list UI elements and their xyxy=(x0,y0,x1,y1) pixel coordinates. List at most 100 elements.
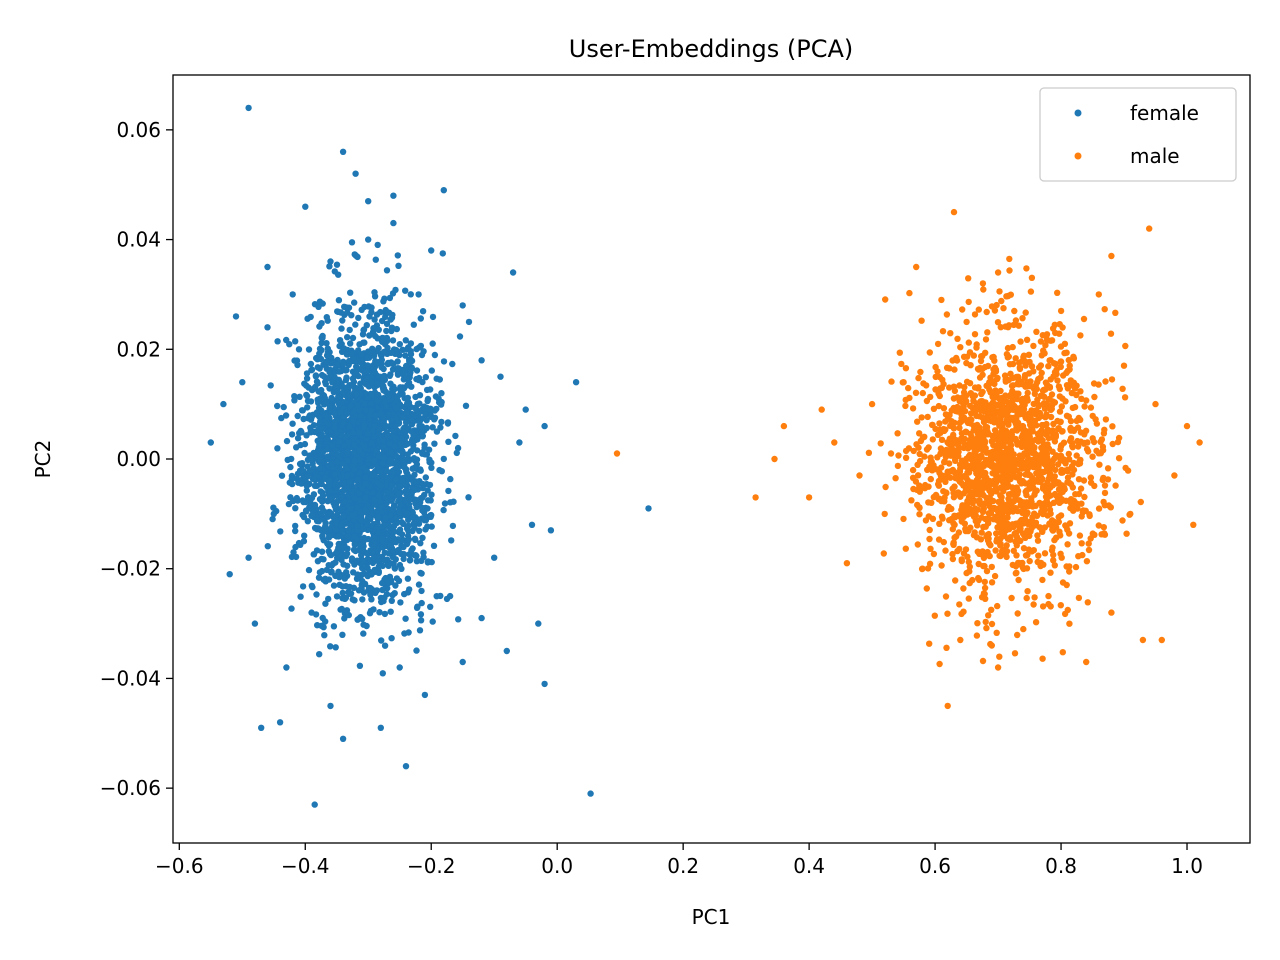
female-point xyxy=(317,355,325,363)
male-point xyxy=(1018,433,1025,441)
female-point xyxy=(324,453,331,460)
male-point xyxy=(978,353,985,360)
male-point xyxy=(1012,456,1019,464)
female-point xyxy=(354,571,361,578)
female-point xyxy=(346,423,353,430)
female-point xyxy=(318,320,325,327)
male-point xyxy=(1075,476,1083,483)
male-point xyxy=(1064,385,1072,392)
male-point xyxy=(1005,353,1012,360)
male-point xyxy=(964,553,971,560)
female-point xyxy=(399,346,406,353)
male-point xyxy=(978,501,985,508)
female-point xyxy=(327,510,335,517)
male-point xyxy=(981,584,989,592)
female-point xyxy=(339,148,347,155)
female-point xyxy=(320,576,327,583)
female-point xyxy=(421,691,429,699)
female-point xyxy=(375,431,383,438)
female-point xyxy=(328,569,335,576)
female-point xyxy=(308,609,315,616)
male-point xyxy=(962,398,969,406)
male-point xyxy=(902,402,909,410)
female-point xyxy=(311,476,318,483)
male-point xyxy=(1022,552,1030,559)
female-point xyxy=(389,337,397,344)
female-point xyxy=(331,424,338,432)
female-point xyxy=(356,412,364,419)
female-point xyxy=(371,566,378,574)
male-point xyxy=(956,424,963,432)
male-point xyxy=(914,541,921,548)
female-point xyxy=(315,399,322,406)
male-point xyxy=(997,542,1004,549)
female-point xyxy=(226,571,233,578)
female-point xyxy=(283,437,291,445)
female-point xyxy=(389,591,396,599)
female-point xyxy=(431,416,438,423)
male-point xyxy=(1067,496,1075,503)
female-point xyxy=(431,440,438,447)
female-point xyxy=(391,443,398,450)
male-point xyxy=(1017,338,1024,345)
female-point xyxy=(348,350,356,357)
male-point xyxy=(988,563,995,571)
male-point xyxy=(989,497,997,505)
male-point xyxy=(1057,602,1065,609)
female-point xyxy=(299,583,307,590)
female-point xyxy=(416,344,423,351)
female-point xyxy=(365,456,372,463)
male-point xyxy=(1027,288,1035,295)
male-point xyxy=(1007,414,1015,422)
female-point xyxy=(341,615,348,622)
male-point xyxy=(805,494,813,501)
male-point xyxy=(972,407,979,415)
female-point xyxy=(444,420,452,427)
female-point xyxy=(319,334,326,341)
female-point xyxy=(369,548,376,556)
female-point xyxy=(333,458,341,466)
female-point xyxy=(373,380,381,387)
female-point xyxy=(415,411,422,418)
male-point xyxy=(1066,456,1073,463)
female-point xyxy=(321,632,328,639)
female-point xyxy=(351,495,358,502)
male-point xyxy=(1099,447,1107,454)
female-point xyxy=(421,451,429,458)
male-point xyxy=(913,263,920,271)
female-point xyxy=(333,487,340,494)
male-point xyxy=(887,450,895,457)
male-point xyxy=(970,397,977,404)
male-point xyxy=(1078,395,1085,402)
female-point xyxy=(385,523,392,530)
male-point xyxy=(1032,382,1039,389)
male-point xyxy=(1010,321,1017,329)
male-point xyxy=(981,439,989,446)
female-point xyxy=(388,635,395,642)
female-point xyxy=(356,456,364,464)
female-point xyxy=(360,630,367,637)
male-point xyxy=(914,472,922,479)
female-point xyxy=(327,643,334,650)
female-point xyxy=(415,291,422,298)
male-point xyxy=(831,439,838,446)
female-point xyxy=(413,503,420,511)
y-tick-label: 0.04 xyxy=(116,228,161,252)
female-point xyxy=(386,294,394,302)
female-point xyxy=(301,449,308,457)
y-tick-label: 0.02 xyxy=(116,337,161,361)
male-point xyxy=(1026,557,1033,565)
male-point xyxy=(951,534,958,541)
male-point xyxy=(929,436,936,443)
female-point xyxy=(357,385,364,392)
male-point xyxy=(996,440,1003,447)
female-point xyxy=(270,510,277,518)
male-point xyxy=(1095,505,1103,512)
male-point xyxy=(965,298,972,306)
female-point xyxy=(349,429,357,436)
female-point xyxy=(436,466,443,474)
male-point xyxy=(1080,315,1088,323)
female-point xyxy=(392,286,399,294)
male-point xyxy=(865,449,873,456)
points-layer xyxy=(207,104,1203,808)
